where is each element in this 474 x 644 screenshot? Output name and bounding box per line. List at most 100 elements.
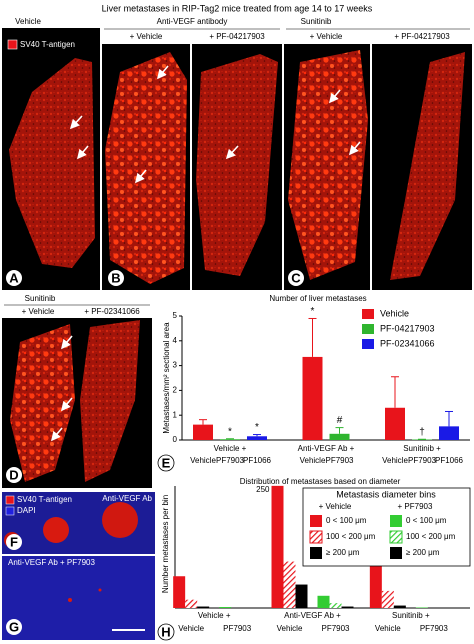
- letter-badge: [157, 454, 175, 472]
- micrograph: [2, 556, 155, 640]
- x-tick-label: PF1066: [435, 456, 464, 465]
- panel-letters: A B C D E F G H: [6, 270, 304, 641]
- arrow: [60, 397, 73, 412]
- bar: [185, 599, 198, 608]
- legend-swatch: [362, 309, 374, 319]
- arrow: [225, 145, 239, 160]
- legend-swatch: [362, 339, 374, 349]
- x-group-label: Vehicle +: [198, 611, 231, 620]
- legend-swatch: [390, 515, 402, 527]
- x-tick-label: PF7903: [408, 456, 437, 465]
- x-cluster-label: PF7903: [321, 624, 350, 633]
- legend-label: ≥ 200 μm: [406, 548, 440, 557]
- x-cluster-label: Vehicle: [375, 624, 401, 633]
- panel-subheader: + Vehicle: [130, 32, 163, 41]
- panel-subheader: + PF-04217903: [209, 32, 265, 41]
- metastasis: [68, 598, 72, 602]
- y-axis-label: Number metastases per bin: [161, 495, 170, 593]
- bar: [381, 590, 394, 608]
- legend-label: 100 < 200 μm: [406, 532, 456, 541]
- legend-column-header: + PF7903: [398, 502, 433, 511]
- bar: [302, 356, 323, 440]
- bar: [197, 606, 210, 608]
- bar: [295, 584, 308, 608]
- letter-badge: [157, 623, 175, 641]
- legend-label: 0 < 100 μm: [326, 516, 367, 525]
- x-group-label: Anti-VEGF Ab +: [298, 444, 355, 453]
- y-tick-label: 4: [173, 336, 178, 345]
- legend-label: 0 < 100 μm: [406, 516, 447, 525]
- significance-mark: *: [228, 426, 232, 437]
- figure-title: Liver metastases in RIP-Tag2 mice treate…: [102, 3, 373, 13]
- liver-section: [288, 50, 368, 280]
- x-cluster-label: Vehicle: [277, 624, 303, 633]
- liver-section: [9, 58, 95, 268]
- significance-mark: #: [337, 415, 343, 426]
- letter-badge: [6, 467, 22, 483]
- arrow: [328, 89, 341, 104]
- value-label: 250: [256, 485, 270, 494]
- liver-section: [196, 54, 278, 276]
- x-tick-label: Vehicle: [190, 456, 216, 465]
- legend-label: PF-02341066: [380, 338, 435, 348]
- bar: [317, 595, 330, 608]
- legend-label: DAPI: [17, 506, 36, 515]
- legend-swatch: [7, 39, 18, 50]
- x-group-label: Sunitinib +: [392, 611, 430, 620]
- legend-label: Vehicle: [380, 308, 409, 318]
- y-tick-label: 1: [173, 410, 178, 419]
- arrow: [156, 65, 169, 80]
- bar: [369, 557, 382, 608]
- arrow: [69, 115, 83, 130]
- arrow: [134, 169, 147, 184]
- letter-badge: [288, 270, 304, 286]
- bar: [393, 605, 406, 608]
- bar: [173, 576, 186, 608]
- panel-label: Anti-VEGF Ab: [102, 494, 152, 503]
- panel-letter: E: [162, 455, 171, 470]
- letter-badge: [6, 534, 22, 550]
- panel-letter: A: [9, 270, 19, 285]
- legend-label: ≥ 200 μm: [326, 548, 360, 557]
- y-tick-label: 0: [173, 435, 178, 444]
- bar: [341, 606, 354, 608]
- bar: [439, 426, 459, 440]
- panel-subheader: + PF-04217903: [394, 32, 450, 41]
- legend-swatch: [309, 530, 323, 544]
- arrow: [348, 141, 361, 156]
- arrow: [50, 427, 63, 442]
- panel-label: Anti-VEGF Ab + PF7903: [8, 558, 95, 567]
- panel-subheader: + Vehicle: [22, 307, 55, 316]
- panel-letter: B: [111, 270, 120, 285]
- legend-title: Metastasis diameter bins: [336, 489, 436, 499]
- legend-swatch: [390, 547, 402, 559]
- liver-section: [390, 52, 465, 280]
- liver-section: [10, 324, 75, 482]
- bar: [329, 433, 350, 440]
- arrow: [76, 145, 89, 160]
- legend-swatch: [5, 506, 15, 516]
- y-tick-label: 5: [173, 311, 178, 320]
- letter-badge: [6, 619, 22, 635]
- legend-label: PF-04217903: [380, 323, 435, 333]
- y-tick-label: 2: [173, 386, 178, 395]
- metastasis: [43, 517, 69, 543]
- panel-header: Sunitinib: [301, 17, 332, 26]
- letter-badge: [6, 270, 22, 286]
- legend-label: SV40 T-antigen: [17, 495, 72, 504]
- panel-letter: F: [10, 534, 18, 549]
- bar: [193, 424, 213, 440]
- legend-label: 100 < 200 μm: [326, 532, 376, 541]
- liver-section: [80, 320, 140, 482]
- panel-subheader: + Vehicle: [310, 32, 343, 41]
- x-group-label: Vehicle +: [214, 444, 247, 453]
- bar: [271, 485, 284, 608]
- legend-swatch: [362, 324, 374, 334]
- panel-letter: G: [9, 619, 19, 634]
- legend-box: [302, 487, 471, 567]
- significance-mark: †: [419, 427, 425, 438]
- y-tick-label: 3: [173, 361, 178, 370]
- x-group-label: Sunitinib +: [403, 444, 441, 453]
- bar: [329, 603, 342, 608]
